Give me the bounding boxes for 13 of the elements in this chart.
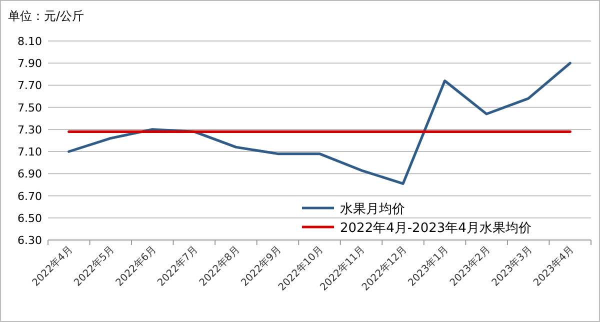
y-tick-label: 7.90 bbox=[18, 57, 42, 70]
y-tick-label: 6.90 bbox=[18, 168, 42, 181]
y-tick-label: 8.10 bbox=[18, 35, 42, 48]
y-tick-label: 6.70 bbox=[18, 190, 42, 203]
y-tick-label: 7.30 bbox=[18, 123, 42, 136]
y-tick-label: 6.30 bbox=[18, 234, 42, 247]
y-axis-title: 单位：元/公斤 bbox=[8, 9, 84, 23]
legend-label: 水果月均价 bbox=[340, 202, 405, 217]
y-tick-label: 7.70 bbox=[18, 79, 42, 92]
y-tick-label: 7.50 bbox=[18, 101, 42, 114]
y-tick-label: 7.10 bbox=[18, 146, 42, 159]
y-tick-label: 6.50 bbox=[18, 212, 42, 225]
legend-label: 2022年4月-2023年4月水果均价 bbox=[340, 221, 532, 236]
